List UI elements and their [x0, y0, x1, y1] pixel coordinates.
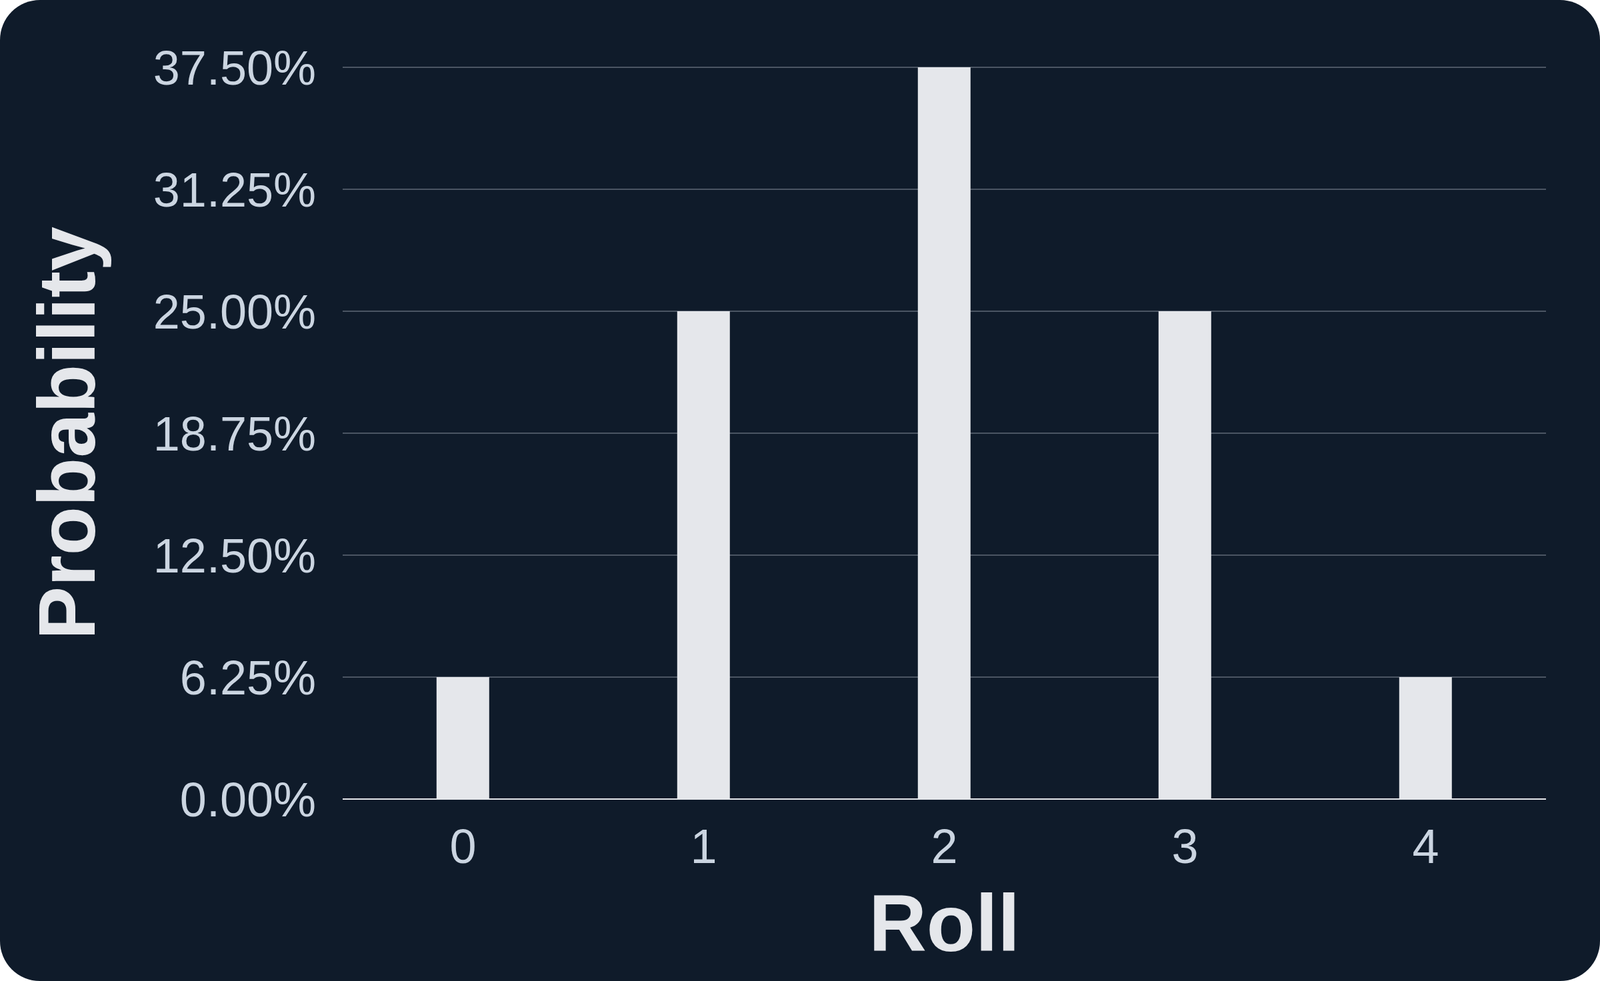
- svg-text:Roll: Roll: [868, 878, 1020, 968]
- svg-text:0.00%: 0.00%: [180, 773, 316, 827]
- svg-text:25.00%: 25.00%: [153, 285, 316, 339]
- svg-text:Probability: Probability: [22, 226, 112, 640]
- svg-text:6.25%: 6.25%: [180, 651, 316, 705]
- svg-text:4: 4: [1412, 820, 1439, 874]
- svg-text:1: 1: [690, 820, 717, 874]
- svg-text:3: 3: [1171, 820, 1198, 874]
- svg-text:0: 0: [449, 820, 476, 874]
- svg-text:31.25%: 31.25%: [153, 163, 316, 217]
- svg-text:37.50%: 37.50%: [153, 41, 316, 95]
- svg-text:12.50%: 12.50%: [153, 529, 316, 583]
- svg-text:18.75%: 18.75%: [153, 407, 316, 461]
- svg-text:2: 2: [930, 820, 958, 874]
